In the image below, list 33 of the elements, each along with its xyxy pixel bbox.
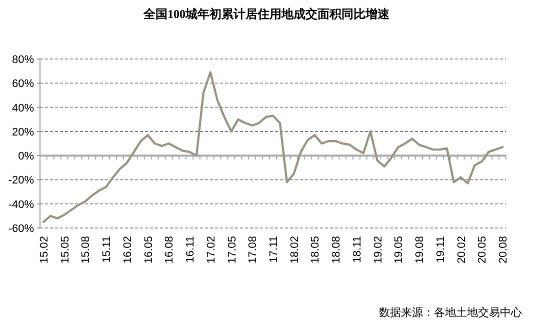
x-tick-label: 17.11: [268, 236, 280, 263]
x-tick-label: 17.02: [205, 236, 218, 264]
chart-title: 全国100城年初累计居住用地成交面积同比增速: [142, 7, 390, 21]
x-tick-label: 16.08: [164, 236, 176, 264]
x-tick-label: 18.08: [330, 236, 343, 264]
x-tick-label: 16.02: [122, 236, 134, 264]
x-tick-label: 19.02: [372, 236, 384, 264]
y-tick-label: 40%: [12, 102, 34, 114]
x-tick-label: 15.05: [59, 236, 72, 264]
y-tick-label: -20%: [8, 174, 34, 187]
x-tick-label: 16.05: [142, 236, 155, 264]
x-tick-label: 19.05: [393, 236, 406, 264]
y-tick-label: -40%: [8, 198, 34, 211]
x-tick-label: 19.11: [434, 236, 447, 263]
y-tick-label: -60%: [8, 223, 34, 235]
x-tick-label: 19.08: [414, 236, 426, 264]
x-tick-label: 18.02: [288, 236, 301, 264]
x-tick-label: 18.05: [310, 236, 322, 264]
x-tick-label: 17.08: [247, 236, 260, 264]
y-tick-label: 80%: [12, 54, 34, 66]
x-tick-label: 20.02: [456, 236, 468, 264]
x-tick-label: 20.08: [498, 236, 510, 264]
x-tick-label: 17.05: [226, 236, 238, 264]
y-tick-label: 20%: [12, 126, 34, 138]
x-tick-label: 16.11: [184, 236, 197, 263]
x-tick-label: 15.08: [80, 236, 92, 264]
y-tick-label: 60%: [12, 78, 34, 90]
y-tick-label: 0%: [18, 150, 34, 163]
source-note: 数据来源：各地土地交易中心: [379, 306, 522, 319]
x-tick-label: 20.05: [476, 236, 489, 264]
x-tick-label: 15.02: [38, 236, 50, 264]
x-tick-label: 15.11: [101, 236, 114, 263]
x-tick-label: 18.11: [351, 236, 364, 263]
